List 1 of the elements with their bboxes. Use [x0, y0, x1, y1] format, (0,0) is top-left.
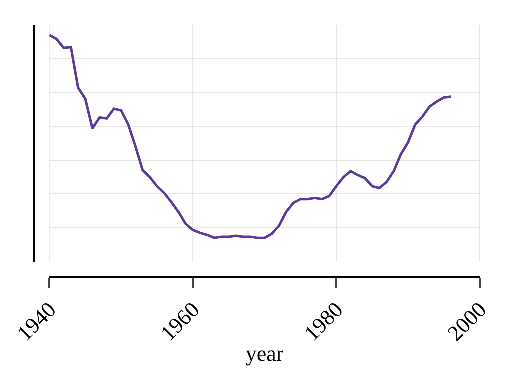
x-axis-title: year [246, 341, 284, 366]
